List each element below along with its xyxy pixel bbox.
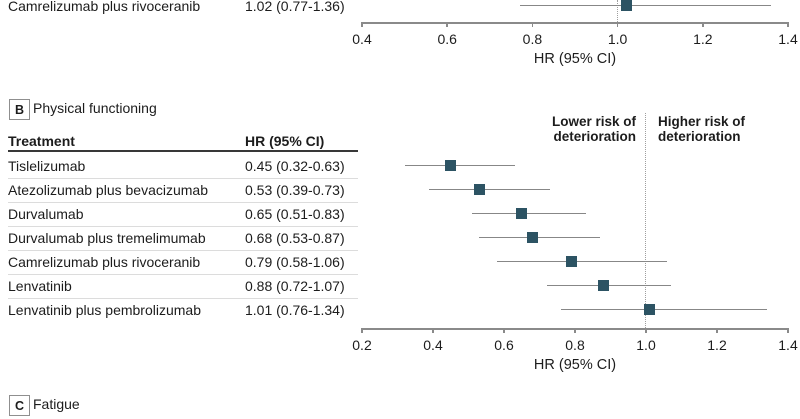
x-axis-tick xyxy=(432,328,434,333)
x-axis-tick xyxy=(787,328,789,333)
hazard-ratio-marker xyxy=(620,0,632,11)
hazard-ratio-marker xyxy=(473,184,485,195)
x-axis-tick-label: 0.4 xyxy=(423,337,443,353)
x-axis-tick xyxy=(616,22,619,27)
x-axis-tick xyxy=(361,22,363,27)
hr-ci-value: 0.88 (0.72-1.07) xyxy=(245,278,345,294)
row-separator xyxy=(8,274,358,275)
annotation-lower-risk: Lower risk of deterioration xyxy=(551,114,636,144)
x-axis-tick xyxy=(702,22,704,27)
treatment-label: Durvalumab xyxy=(8,206,84,222)
treatment-label: Lenvatinib plus pembrolizumab xyxy=(8,302,201,318)
x-axis-title: HR (95% CI) xyxy=(533,357,617,373)
treatment-label: Camrelizumab plus rivoceranib xyxy=(8,0,201,14)
x-axis-line xyxy=(362,22,788,24)
column-header-treatment: Treatment xyxy=(8,133,75,149)
reference-line-hr-1 xyxy=(645,113,647,328)
hr-ci-value: 0.68 (0.53-0.87) xyxy=(245,230,345,246)
treatment-label: Durvalumab plus tremelimumab xyxy=(8,230,206,246)
hr-ci-value: 1.01 (0.76-1.34) xyxy=(245,302,345,318)
confidence-interval-line xyxy=(496,260,668,263)
treatment-label: Atezolizumab plus bevacizumab xyxy=(8,182,208,198)
x-axis-tick-label: 0.2 xyxy=(352,337,372,353)
x-axis-tick-label: 0.8 xyxy=(522,31,543,47)
row-separator xyxy=(8,178,358,179)
confidence-interval-line xyxy=(560,308,767,311)
confidence-interval-line xyxy=(519,4,771,7)
column-header-hr-ci: HR (95% CI) xyxy=(245,133,325,149)
x-axis-tick-label: 0.6 xyxy=(494,337,514,353)
x-axis-tick xyxy=(361,328,363,333)
x-axis-title: HR (95% CI) xyxy=(533,51,617,67)
confidence-interval-line xyxy=(479,236,600,239)
panel-c-title: Fatigue xyxy=(33,396,80,412)
panel-b-badge: B xyxy=(9,99,30,120)
x-axis-tick xyxy=(446,22,448,27)
x-axis-tick-label: 1.4 xyxy=(778,31,798,47)
confidence-interval-line xyxy=(429,188,551,191)
x-axis-tick xyxy=(503,328,505,333)
x-axis-tick xyxy=(645,328,647,333)
confidence-interval-line xyxy=(472,212,586,215)
x-axis-tick-label: 0.4 xyxy=(352,31,372,47)
x-axis-tick-label: 1.4 xyxy=(778,337,798,353)
hazard-ratio-marker xyxy=(565,256,577,267)
row-separator xyxy=(8,226,358,227)
hr-ci-value: 0.79 (0.58-1.06) xyxy=(245,254,345,270)
row-separator xyxy=(8,250,358,251)
x-axis-tick xyxy=(574,328,576,333)
x-axis-tick-label: 1.0 xyxy=(636,337,656,353)
x-axis-tick xyxy=(787,22,789,27)
x-axis-tick-label: 1.0 xyxy=(607,31,628,47)
annotation-higher-risk: Higher risk of deterioration xyxy=(658,114,746,144)
treatment-label: Lenvatinib xyxy=(8,278,72,294)
hr-ci-value: 0.65 (0.51-0.83) xyxy=(245,206,345,222)
treatment-label: Camrelizumab plus rivoceranib xyxy=(8,254,201,270)
x-axis-tick-label: 0.6 xyxy=(437,31,457,47)
hr-ci-value: 0.45 (0.32-0.63) xyxy=(245,158,345,174)
hazard-ratio-marker xyxy=(526,232,538,243)
x-axis-tick xyxy=(531,22,534,27)
row-separator xyxy=(8,202,358,203)
reference-line-hr-1 xyxy=(616,0,618,22)
treatment-label: Tislelizumab xyxy=(8,158,86,174)
panel-b-title: Physical functioning xyxy=(33,100,157,116)
hazard-ratio-marker xyxy=(516,208,528,219)
x-axis-tick-label: 1.2 xyxy=(707,337,727,353)
hr-ci-value: 0.53 (0.39-0.73) xyxy=(245,182,345,198)
hr-ci-value: 1.02 (0.77-1.36) xyxy=(245,0,345,14)
x-axis-tick xyxy=(716,328,718,333)
row-separator xyxy=(8,298,358,299)
x-axis-tick-label: 0.8 xyxy=(565,337,585,353)
hazard-ratio-marker xyxy=(445,160,457,171)
panel-c-letter: C xyxy=(14,398,25,413)
hazard-ratio-marker xyxy=(597,280,609,291)
x-axis-tick-label: 1.2 xyxy=(693,31,713,47)
panel-c-badge: C xyxy=(9,395,30,416)
confidence-interval-line xyxy=(404,164,515,167)
panel-b-letter: B xyxy=(14,102,25,117)
hazard-ratio-marker xyxy=(644,304,656,315)
table-header-rule xyxy=(8,150,358,152)
